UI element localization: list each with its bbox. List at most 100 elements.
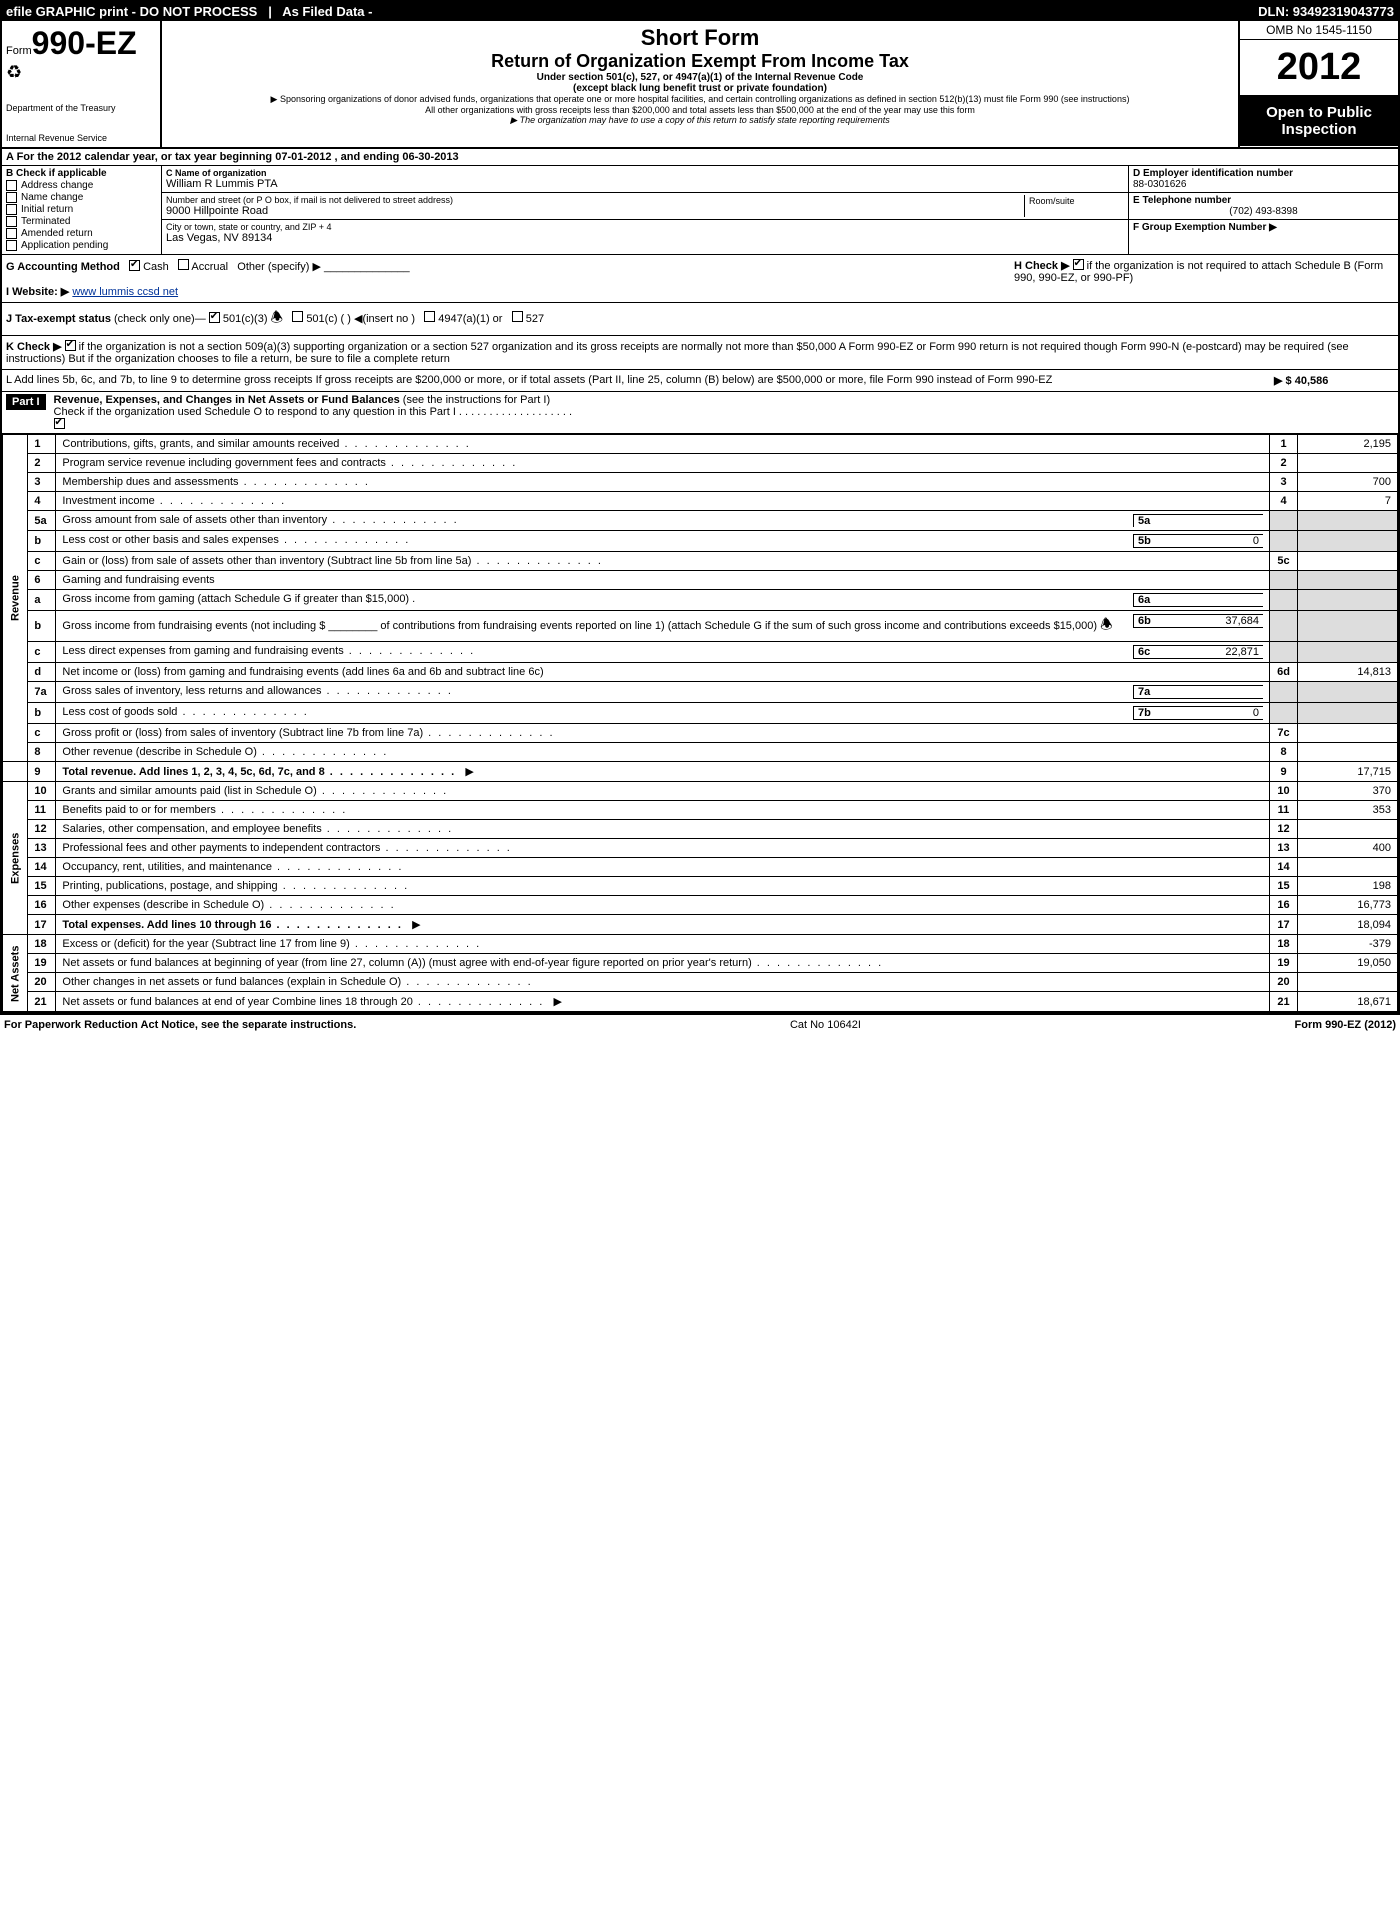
r15-v: 198 bbox=[1298, 877, 1398, 896]
r7b-in: 7b bbox=[1138, 707, 1151, 719]
website[interactable]: www lummis ccsd net bbox=[72, 286, 178, 298]
r8-n: 8 bbox=[28, 743, 56, 762]
street: 9000 Hillpointe Road bbox=[166, 205, 1024, 217]
form-number: 990-EZ bbox=[32, 25, 137, 61]
dept1: Department of the Treasury bbox=[6, 103, 156, 113]
r20-d: Other changes in net assets or fund bala… bbox=[56, 973, 1270, 992]
r6d-n2: 6d bbox=[1270, 663, 1298, 682]
r21-v: 18,671 bbox=[1298, 992, 1398, 1012]
r13-d: Professional fees and other payments to … bbox=[56, 839, 1270, 858]
cb-address[interactable] bbox=[6, 180, 17, 191]
check-b-header: B Check if applicable bbox=[6, 168, 157, 179]
expenses-label: Expenses bbox=[3, 782, 28, 935]
form-word: Form bbox=[6, 45, 32, 57]
r3-n: 3 bbox=[28, 473, 56, 492]
r18-d: Excess or (deficit) for the year (Subtra… bbox=[56, 935, 1270, 954]
footer-right: Form 990-EZ (2012) bbox=[1295, 1019, 1396, 1031]
cb-pending-label: Application pending bbox=[21, 240, 108, 251]
cb-name[interactable] bbox=[6, 192, 17, 203]
topbar-dln: DLN: 93492319043773 bbox=[1258, 4, 1394, 19]
r5c-n: c bbox=[28, 552, 56, 571]
dept2: Internal Revenue Service bbox=[6, 133, 156, 143]
r15-d: Printing, publications, postage, and shi… bbox=[56, 877, 1270, 896]
irs-icon-2: 🕭 bbox=[1100, 616, 1113, 632]
org-name: William R Lummis PTA bbox=[166, 178, 1124, 190]
tax-end: 06-30-2013 bbox=[402, 151, 458, 163]
r4-v: 7 bbox=[1298, 492, 1398, 511]
omb: OMB No 1545-1150 bbox=[1240, 21, 1398, 40]
r6d-v: 14,813 bbox=[1298, 663, 1398, 682]
opt-527: 527 bbox=[526, 313, 544, 325]
cb-4947[interactable] bbox=[424, 311, 435, 322]
part1-sub: (see the instructions for Part I) bbox=[403, 394, 550, 406]
cb-part1[interactable] bbox=[54, 418, 65, 429]
r3-n2: 3 bbox=[1270, 473, 1298, 492]
r14-d: Occupancy, rent, utilities, and maintena… bbox=[56, 858, 1270, 877]
r1-d: Contributions, gifts, grants, and simila… bbox=[56, 435, 1270, 454]
r3-v: 700 bbox=[1298, 473, 1398, 492]
r21-n: 21 bbox=[28, 992, 56, 1012]
cb-initial[interactable] bbox=[6, 204, 17, 215]
city: Las Vegas, NV 89134 bbox=[166, 232, 1124, 244]
r9-n: 9 bbox=[28, 762, 56, 782]
lines-table: Revenue 1Contributions, gifts, grants, a… bbox=[2, 434, 1398, 1012]
opt-501c: 501(c) ( ) ◀(insert no ) bbox=[306, 313, 415, 325]
rev-end bbox=[3, 762, 28, 782]
r4-n: 4 bbox=[28, 492, 56, 511]
r7a-gray2 bbox=[1298, 682, 1398, 703]
cb-k[interactable] bbox=[65, 340, 76, 351]
r6b-n: b bbox=[28, 611, 56, 642]
cb-accrual[interactable] bbox=[178, 259, 189, 270]
line-j: J Tax-exempt status (check only one)— 50… bbox=[2, 303, 1398, 336]
r14-n2: 14 bbox=[1270, 858, 1298, 877]
r6a-d: Gross income from gaming (attach Schedul… bbox=[62, 593, 409, 605]
r19-v: 19,050 bbox=[1298, 954, 1398, 973]
note3: ▶ The organization may have to use a cop… bbox=[166, 115, 1234, 126]
d-label: D Employer identification number bbox=[1133, 168, 1293, 179]
cb-initial-label: Initial return bbox=[21, 204, 73, 215]
main-title: Return of Organization Exempt From Incom… bbox=[166, 51, 1234, 72]
r20-v bbox=[1298, 973, 1398, 992]
r7a-d: Gross sales of inventory, less returns a… bbox=[62, 685, 453, 697]
r18-n: 18 bbox=[28, 935, 56, 954]
r6d-d: Net income or (loss) from gaming and fun… bbox=[56, 663, 1270, 682]
k-text: if the organization is not a section 509… bbox=[6, 341, 1349, 365]
r2-n: 2 bbox=[28, 454, 56, 473]
part1-header: Part I Revenue, Expenses, and Changes in… bbox=[2, 392, 1398, 434]
cash-label: Cash bbox=[143, 261, 169, 273]
cb-terminated[interactable] bbox=[6, 216, 17, 227]
cb-h[interactable] bbox=[1073, 259, 1084, 270]
r14-n: 14 bbox=[28, 858, 56, 877]
k-label: K Check ▶ bbox=[6, 341, 62, 353]
cb-501c3[interactable] bbox=[209, 312, 220, 323]
f-label: F Group Exemption Number ▶ bbox=[1133, 222, 1277, 233]
open-public: Open to Public Inspection bbox=[1240, 96, 1398, 146]
cb-amended[interactable] bbox=[6, 228, 17, 239]
i-label: I Website: ▶ bbox=[6, 286, 69, 298]
r5b-in: 5b bbox=[1138, 535, 1151, 547]
r17-v: 18,094 bbox=[1298, 915, 1398, 935]
r20-n: 20 bbox=[28, 973, 56, 992]
footer-mid: Cat No 10642I bbox=[790, 1019, 861, 1031]
cb-501c[interactable] bbox=[292, 311, 303, 322]
line-k: K Check ▶ if the organization is not a s… bbox=[2, 336, 1398, 370]
topbar: efile GRAPHIC print - DO NOT PROCESS | A… bbox=[2, 2, 1398, 21]
irs-icon: 🕭 bbox=[271, 309, 284, 325]
j-label: J Tax-exempt status bbox=[6, 313, 111, 325]
cb-pending[interactable] bbox=[6, 240, 17, 251]
r15-n2: 15 bbox=[1270, 877, 1298, 896]
sub1: Under section 501(c), 527, or 4947(a)(1)… bbox=[166, 72, 1234, 83]
r10-n2: 10 bbox=[1270, 782, 1298, 801]
r21-d: Net assets or fund balances at end of ye… bbox=[62, 996, 544, 1008]
r5b-d: Less cost or other basis and sales expen… bbox=[62, 534, 410, 546]
r7a-gray bbox=[1270, 682, 1298, 703]
r2-v bbox=[1298, 454, 1398, 473]
topbar-mid: As Filed Data - bbox=[282, 4, 372, 19]
r19-d: Net assets or fund balances at beginning… bbox=[56, 954, 1270, 973]
r3-d: Membership dues and assessments bbox=[56, 473, 1270, 492]
cb-527[interactable] bbox=[512, 311, 523, 322]
r6b-gray2 bbox=[1298, 611, 1398, 642]
cb-cash[interactable] bbox=[129, 260, 140, 271]
l-arrow: ▶ $ bbox=[1274, 375, 1292, 387]
r1-v: 2,195 bbox=[1298, 435, 1398, 454]
